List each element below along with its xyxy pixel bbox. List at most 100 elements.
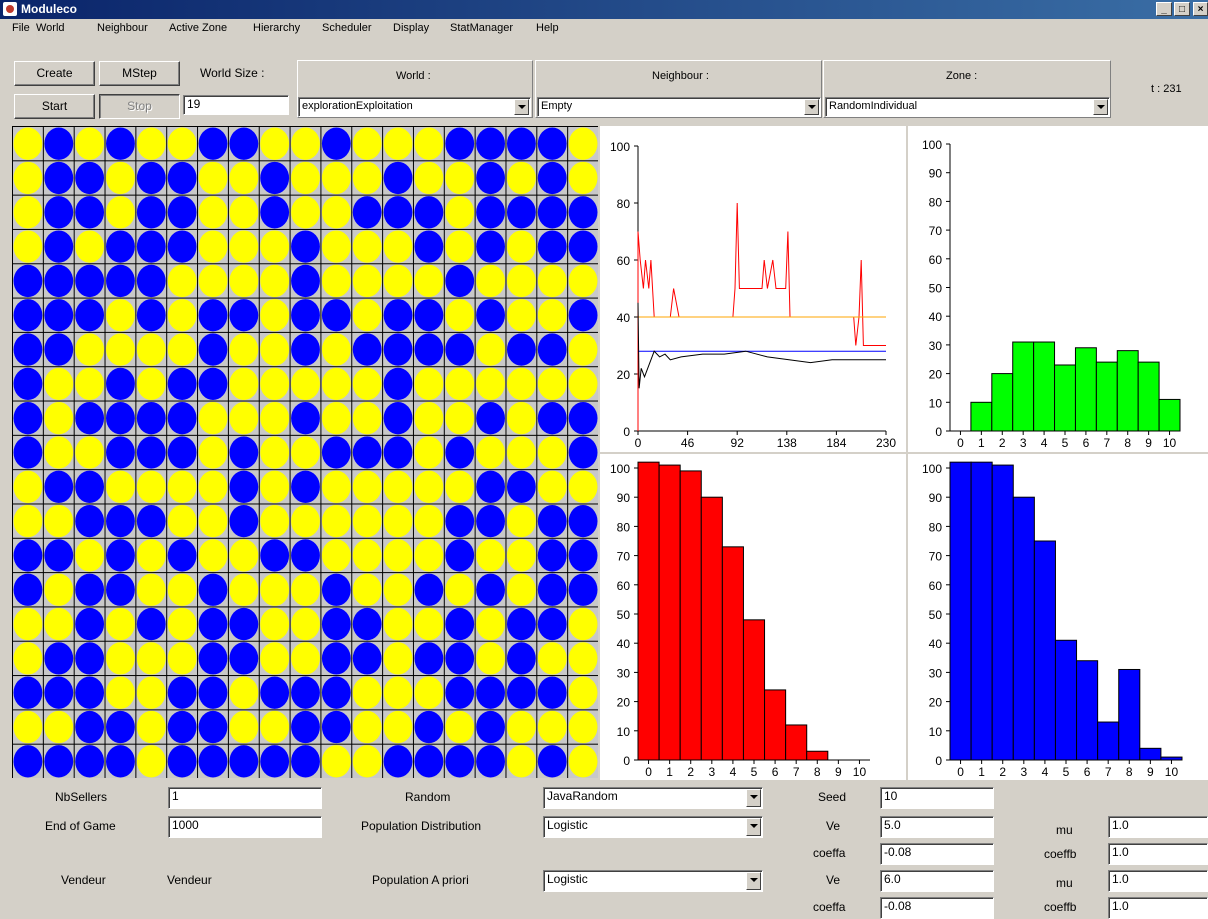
agent-blue[interactable]: [167, 161, 197, 195]
agent-blue[interactable]: [44, 230, 74, 263]
agent-blue[interactable]: [537, 333, 567, 366]
menu-world[interactable]: World: [36, 22, 65, 34]
agent-blue[interactable]: [136, 264, 166, 298]
agent-yellow[interactable]: [383, 573, 413, 606]
agent-blue[interactable]: [13, 676, 43, 709]
agent-blue[interactable]: [506, 676, 536, 709]
agent-blue[interactable]: [506, 470, 536, 503]
agent-yellow[interactable]: [506, 539, 536, 572]
agent-blue[interactable]: [229, 299, 259, 332]
agent-blue[interactable]: [568, 402, 598, 435]
agent-blue[interactable]: [568, 436, 598, 469]
agent-blue[interactable]: [568, 504, 598, 538]
agent-yellow[interactable]: [414, 504, 444, 538]
agent-blue[interactable]: [506, 196, 536, 229]
end-of-game-input[interactable]: 1000: [168, 816, 322, 838]
agent-blue[interactable]: [537, 676, 567, 709]
agent-yellow[interactable]: [229, 196, 259, 229]
agent-yellow[interactable]: [445, 196, 475, 229]
agent-yellow[interactable]: [136, 710, 166, 744]
agent-blue[interactable]: [506, 127, 536, 160]
agent-yellow[interactable]: [291, 161, 320, 195]
agent-blue[interactable]: [229, 642, 259, 675]
agent-blue[interactable]: [445, 436, 475, 469]
agent-blue[interactable]: [321, 573, 351, 606]
agent-blue[interactable]: [291, 333, 320, 366]
agent-yellow[interactable]: [321, 264, 351, 298]
agent-blue[interactable]: [291, 676, 320, 709]
agent-blue[interactable]: [167, 230, 197, 263]
agent-blue[interactable]: [44, 264, 74, 298]
agent-yellow[interactable]: [229, 676, 259, 709]
agent-yellow[interactable]: [136, 642, 166, 675]
agent-blue[interactable]: [568, 230, 598, 263]
agent-blue[interactable]: [476, 710, 505, 744]
agent-blue[interactable]: [260, 196, 290, 229]
agent-blue[interactable]: [13, 539, 43, 572]
agent-blue[interactable]: [414, 230, 444, 263]
agent-blue[interactable]: [167, 539, 197, 572]
agent-yellow[interactable]: [568, 710, 598, 744]
agent-blue[interactable]: [537, 745, 567, 778]
agent-blue[interactable]: [414, 573, 444, 606]
agent-blue[interactable]: [75, 299, 105, 332]
agent-yellow[interactable]: [352, 264, 382, 298]
agent-yellow[interactable]: [476, 264, 505, 298]
agent-yellow[interactable]: [260, 642, 290, 675]
coeffa-input-1[interactable]: -0.08: [880, 843, 994, 865]
agent-blue[interactable]: [106, 504, 135, 538]
agent-blue[interactable]: [506, 642, 536, 675]
agent-blue[interactable]: [13, 367, 43, 401]
agent-yellow[interactable]: [106, 676, 135, 709]
agent-yellow[interactable]: [44, 436, 74, 469]
agent-blue[interactable]: [476, 745, 505, 778]
agent-blue[interactable]: [13, 333, 43, 366]
agent-blue[interactable]: [291, 299, 320, 332]
agent-blue[interactable]: [476, 299, 505, 332]
agent-yellow[interactable]: [198, 161, 228, 195]
agent-blue[interactable]: [136, 161, 166, 195]
create-button[interactable]: Create: [14, 61, 95, 86]
agent-yellow[interactable]: [506, 745, 536, 778]
ve-input-1[interactable]: 5.0: [880, 816, 994, 838]
agent-blue[interactable]: [167, 676, 197, 709]
agent-blue[interactable]: [537, 196, 567, 229]
agent-yellow[interactable]: [476, 607, 505, 641]
agent-blue[interactable]: [167, 745, 197, 778]
agent-blue[interactable]: [445, 745, 475, 778]
agent-yellow[interactable]: [260, 504, 290, 538]
agent-yellow[interactable]: [75, 539, 105, 572]
agent-blue[interactable]: [106, 710, 135, 744]
agent-yellow[interactable]: [568, 264, 598, 298]
agent-yellow[interactable]: [476, 333, 505, 366]
agent-blue[interactable]: [321, 607, 351, 641]
agent-blue[interactable]: [260, 161, 290, 195]
agent-yellow[interactable]: [506, 264, 536, 298]
agent-blue[interactable]: [291, 745, 320, 778]
agent-blue[interactable]: [106, 745, 135, 778]
agent-blue[interactable]: [476, 161, 505, 195]
agent-yellow[interactable]: [229, 161, 259, 195]
agent-blue[interactable]: [75, 402, 105, 435]
agent-blue[interactable]: [106, 436, 135, 469]
agent-yellow[interactable]: [445, 161, 475, 195]
agent-blue[interactable]: [321, 127, 351, 160]
agent-yellow[interactable]: [167, 504, 197, 538]
agent-blue[interactable]: [537, 127, 567, 160]
agent-blue[interactable]: [13, 436, 43, 469]
menu-hierarchy[interactable]: Hierarchy: [253, 22, 301, 34]
chevron-down-icon[interactable]: [746, 872, 761, 890]
agent-yellow[interactable]: [167, 333, 197, 366]
agent-blue[interactable]: [414, 196, 444, 229]
agent-yellow[interactable]: [568, 607, 598, 641]
agent-yellow[interactable]: [44, 607, 74, 641]
agent-blue[interactable]: [476, 573, 505, 606]
agent-yellow[interactable]: [136, 573, 166, 606]
agent-yellow[interactable]: [198, 436, 228, 469]
nbsellers-input[interactable]: 1: [168, 787, 322, 809]
agent-yellow[interactable]: [229, 367, 259, 401]
agent-blue[interactable]: [537, 504, 567, 538]
agent-blue[interactable]: [75, 196, 105, 229]
agent-blue[interactable]: [229, 470, 259, 503]
agent-blue[interactable]: [291, 470, 320, 503]
